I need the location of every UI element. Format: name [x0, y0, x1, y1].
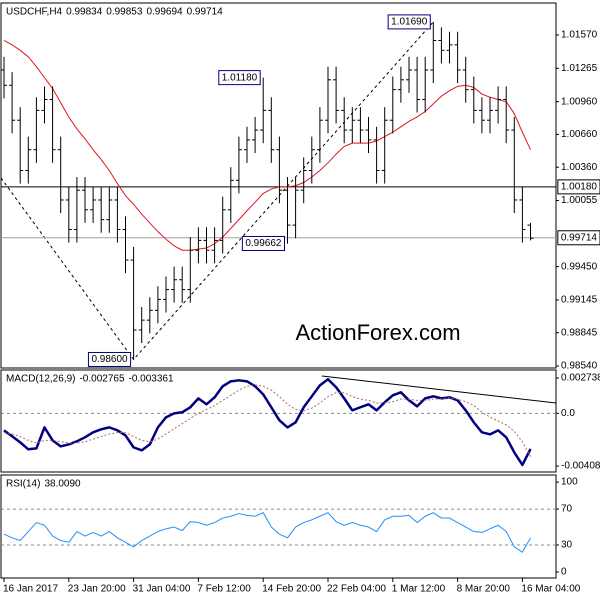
panel-title: MACD(12,26,9) — [6, 374, 75, 385]
last-price-label — [557, 230, 600, 246]
y-tick-label: 1.00360 — [561, 162, 598, 173]
price-annotation-text: 1.01180 — [222, 72, 258, 83]
x-tick-label: 8 Mar 20:00 — [457, 584, 511, 595]
y-tick-label: 0.0 — [561, 408, 575, 419]
y-tick-label: 70 — [561, 504, 573, 515]
y-tick-label: 1.00660 — [561, 129, 598, 140]
panel-frame — [0, 474, 557, 579]
y-tick-label: -0.004088 — [561, 461, 600, 472]
price-annotation-text: 0.99662 — [245, 238, 282, 249]
y-tick-label: 1.00960 — [561, 96, 598, 107]
header-value: 0.99714 — [187, 7, 224, 18]
header-value: 38.0090 — [44, 479, 81, 490]
x-tick-label: 16 Jan 2017 — [3, 584, 58, 595]
x-tick-label: 22 Feb 04:00 — [327, 584, 386, 595]
y-tick-label: 0.99450 — [561, 261, 598, 272]
panel-title: RSI(14) — [6, 479, 40, 490]
header-value: 0.99694 — [146, 7, 183, 18]
price-annotation-text: 1.01690 — [391, 17, 428, 28]
x-tick-label: 14 Feb 20:00 — [262, 584, 321, 595]
y-tick-label: 100 — [561, 477, 578, 488]
last-price-label-text: 0.99714 — [561, 232, 598, 243]
header-value: -0.002765 — [79, 374, 124, 385]
y-tick-label: 0.98845 — [561, 327, 598, 338]
macd-trendline — [321, 375, 557, 404]
price-annotation — [218, 70, 261, 86]
y-tick-label: 0 — [561, 567, 567, 578]
x-tick-label: 31 Jan 04:00 — [133, 584, 191, 595]
header-value: 0.99834 — [66, 7, 103, 18]
moving-average — [3, 40, 531, 251]
panel-frame — [0, 369, 557, 473]
trend-line — [0, 21, 434, 361]
watermark: ActionForex.com — [295, 320, 460, 345]
indicator-line — [3, 378, 532, 467]
y-tick-label: 0.98540 — [561, 361, 598, 372]
y-tick-label: 1.01570 — [561, 30, 598, 41]
panel-frame — [0, 2, 557, 369]
level-label-text: 1.00180 — [561, 182, 598, 193]
price-annotation-text: 0.98600 — [91, 354, 128, 365]
x-tick-label: 7 Feb 12:00 — [197, 584, 251, 595]
price-annotation — [87, 351, 132, 367]
level-label — [557, 179, 600, 195]
price-annotation — [387, 14, 431, 30]
indicator-line — [3, 512, 531, 553]
y-tick-label: 0.99145 — [561, 295, 598, 306]
header-value: 0.99853 — [106, 7, 143, 18]
price-annotation — [241, 235, 285, 251]
header-value: -0.003361 — [129, 374, 174, 385]
y-tick-label: 1.00055 — [561, 195, 598, 206]
x-tick-label: 16 Mar 04:00 — [521, 584, 580, 595]
x-tick-label: 1 Mar 12:00 — [392, 584, 446, 595]
panel-title: USDCHF,H4 — [6, 7, 63, 18]
x-tick-label: 23 Jan 20:00 — [68, 584, 126, 595]
y-tick-label: 0.002738 — [561, 373, 600, 384]
y-tick-label: 30 — [561, 540, 573, 551]
indicator-line — [3, 384, 531, 457]
y-tick-label: 1.01265 — [561, 63, 598, 74]
